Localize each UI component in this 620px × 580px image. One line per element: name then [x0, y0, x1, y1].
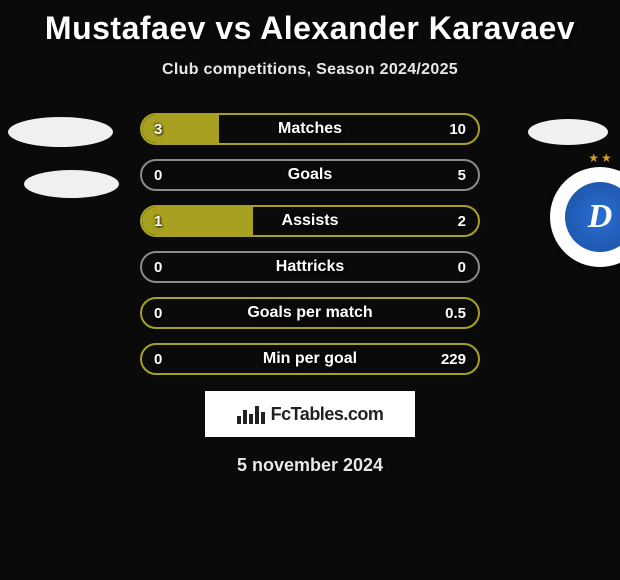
stat-left-value: 0 — [154, 259, 162, 276]
club-badge-letter: D — [588, 198, 613, 236]
stat-right-value: 10 — [449, 121, 466, 138]
stat-label: Min per goal — [263, 350, 357, 368]
stat-left-value: 3 — [154, 121, 162, 138]
stat-left-value: 0 — [154, 167, 162, 184]
date-label: 5 november 2024 — [0, 455, 620, 476]
stat-right-value: 0.5 — [445, 305, 466, 322]
stat-row: 0 Goals 5 — [140, 159, 480, 191]
stat-row: 1 Assists 2 — [140, 205, 480, 237]
stat-row: 0 Hattricks 0 — [140, 251, 480, 283]
stat-right-value: 229 — [441, 351, 466, 368]
page-title: Mustafaev vs Alexander Karavaev — [0, 10, 620, 47]
stat-label: Goals per match — [247, 304, 372, 322]
player2-club-logo-1 — [528, 119, 608, 145]
subtitle: Club competitions, Season 2024/2025 — [0, 61, 620, 79]
stat-row: 0 Min per goal 229 — [140, 343, 480, 375]
stat-right-value: 2 — [458, 213, 466, 230]
star-icon: ★ — [588, 151, 599, 165]
site-badge[interactable]: FcTables.com — [205, 391, 415, 437]
stat-right-value: 0 — [458, 259, 466, 276]
stat-left-value: 1 — [154, 213, 162, 230]
stat-label: Hattricks — [276, 258, 344, 276]
stat-right-value: 5 — [458, 167, 466, 184]
stat-label: Matches — [278, 120, 342, 138]
stat-left-value: 0 — [154, 351, 162, 368]
site-name: FcTables.com — [271, 404, 384, 425]
star-icon: ★ — [601, 151, 612, 165]
content-area: ★ ★ D 3 Matches 10 0 Goals 5 1 Assists 2 0 Hattric… — [0, 113, 620, 375]
stat-left-value: 0 — [154, 305, 162, 322]
comparison-card: Mustafaev vs Alexander Karavaev Club com… — [0, 0, 620, 476]
player1-club-logo-1 — [8, 117, 113, 147]
club-stars: ★ ★ — [588, 151, 612, 165]
stat-row: 3 Matches 10 — [140, 113, 480, 145]
club-badge-inner: D — [565, 182, 620, 252]
player1-club-logo-2 — [24, 170, 119, 198]
bar-chart-icon — [237, 404, 265, 424]
player2-club-logo-2: ★ ★ D — [550, 167, 620, 267]
stats-bars: 3 Matches 10 0 Goals 5 1 Assists 2 0 Hattricks 0 0 Go… — [140, 113, 480, 375]
stat-label: Assists — [282, 212, 339, 230]
stat-row: 0 Goals per match 0.5 — [140, 297, 480, 329]
stat-label: Goals — [288, 166, 332, 184]
